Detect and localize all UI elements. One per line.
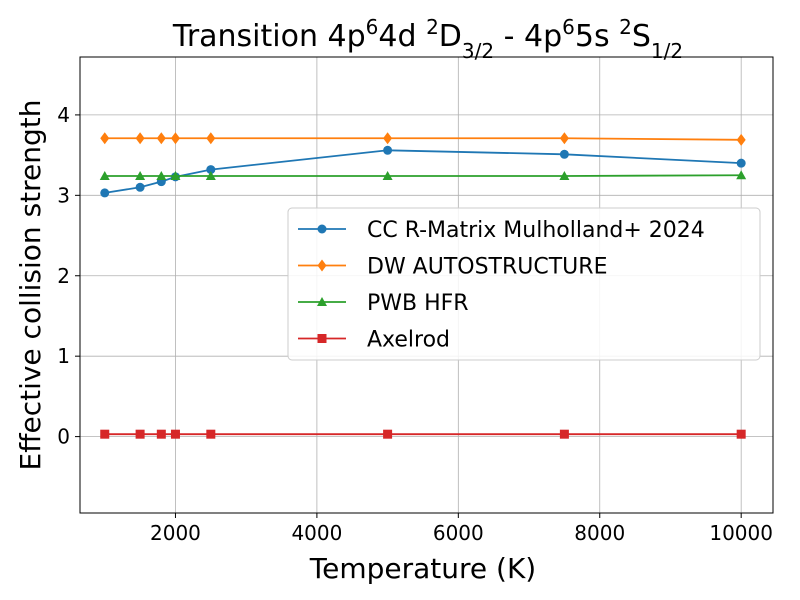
chart-title: Transition 4p64d 2D3/2 - 4p65s 2S1/2	[172, 15, 683, 63]
series-2	[100, 132, 746, 146]
data-point	[559, 149, 569, 159]
y-tick-label: 1	[57, 344, 70, 368]
series-line	[104, 137, 742, 141]
y-tick-label: 0	[57, 425, 70, 449]
x-tick-label: 6000	[433, 521, 484, 545]
data-point	[170, 171, 181, 181]
series-line	[104, 174, 742, 177]
legend-marker	[317, 334, 327, 343]
data-point	[559, 429, 569, 439]
legend-entry: Axelrod	[298, 328, 450, 353]
legend-marker	[317, 224, 327, 234]
data-point	[100, 188, 110, 198]
data-point	[559, 132, 569, 145]
y-tick-label: 3	[57, 183, 70, 207]
data-point	[382, 171, 393, 181]
data-series	[99, 132, 747, 439]
legend-label: DW AUTOSTRUCTURE	[367, 255, 607, 280]
data-point	[156, 429, 166, 439]
data-point	[383, 429, 393, 439]
x-tick-label: 8000	[574, 521, 625, 545]
data-point	[135, 132, 145, 145]
series-1	[100, 145, 746, 198]
legend-entry: PWB HFR	[298, 291, 469, 316]
data-point	[135, 171, 146, 181]
data-point	[135, 429, 145, 439]
data-point	[736, 158, 746, 168]
legend: CC R-Matrix Mulholland+ 2024 DW AUTOSTRUC…	[287, 207, 761, 361]
series-4	[100, 429, 746, 439]
data-point	[99, 171, 110, 181]
legend-entry: DW AUTOSTRUCTURE	[298, 255, 607, 280]
y-tick-label: 4	[57, 103, 70, 127]
data-point	[156, 171, 167, 181]
data-point	[205, 171, 216, 181]
data-point	[170, 132, 180, 145]
legend-box	[287, 207, 761, 361]
x-tick-label: 4000	[291, 521, 342, 545]
series-3	[99, 170, 747, 181]
data-point	[736, 133, 746, 146]
series-line	[104, 149, 742, 194]
axis-ticks: 2000 4000 6000 8000 10000 0 1 2 3 4	[57, 103, 773, 545]
y-tick-label: 2	[57, 264, 70, 288]
data-point	[100, 132, 110, 145]
data-point	[206, 429, 216, 439]
x-tick-label: 2000	[150, 521, 201, 545]
data-point	[736, 429, 746, 439]
data-point	[206, 165, 216, 175]
data-point	[156, 132, 166, 145]
x-tick-label: 10000	[709, 521, 773, 545]
legend-marker	[317, 259, 327, 272]
legend-label: CC R-Matrix Mulholland+ 2024	[367, 218, 705, 243]
legend-marker	[317, 297, 327, 306]
data-point	[135, 182, 145, 192]
data-point	[383, 145, 393, 155]
y-axis-label: Effective collision strength	[14, 100, 47, 471]
data-point	[206, 132, 216, 145]
x-axis-label: Temperature (K)	[309, 552, 536, 585]
data-point	[170, 429, 180, 439]
legend-label: PWB HFR	[367, 291, 469, 316]
legend-entry: CC R-Matrix Mulholland+ 2024	[298, 218, 705, 243]
legend-label: Axelrod	[367, 328, 450, 353]
data-point	[100, 429, 110, 439]
plot-frame	[79, 56, 774, 514]
data-point	[736, 170, 747, 180]
data-point	[559, 171, 570, 181]
data-point	[383, 132, 393, 145]
